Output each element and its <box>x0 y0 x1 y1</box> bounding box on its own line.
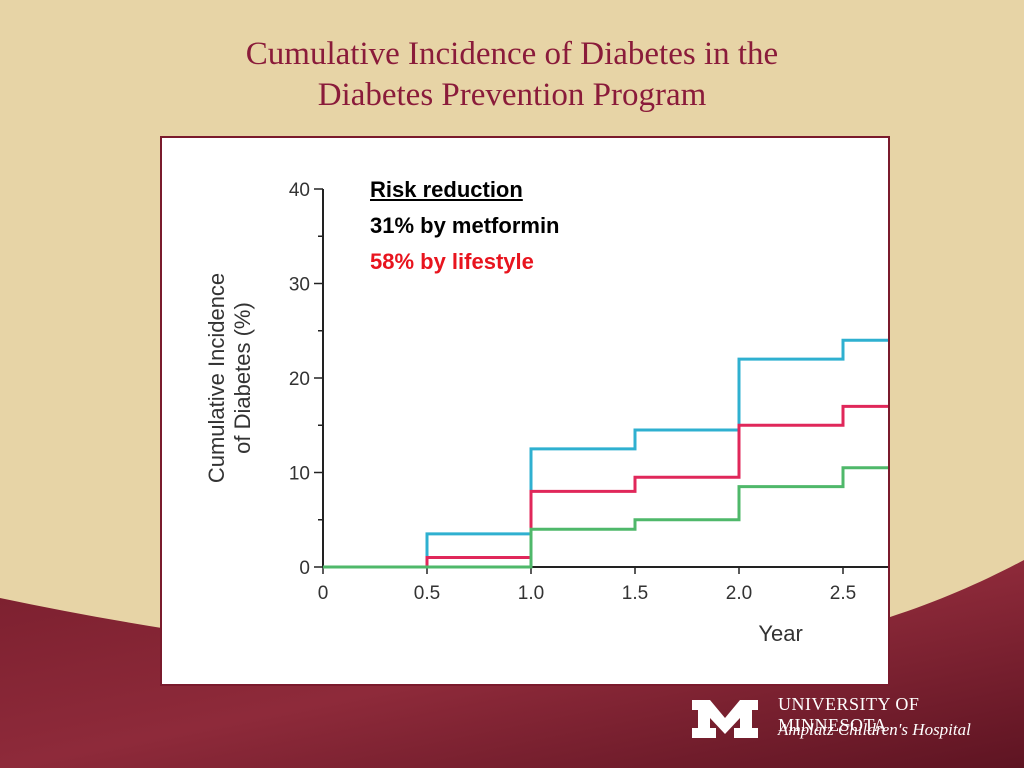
x-tick-label: 1.5 <box>622 583 648 604</box>
series-line-metformin <box>323 404 888 569</box>
y-tick-label: 10 <box>289 464 310 485</box>
university-m-logo-icon <box>692 700 758 738</box>
y-tick-label: 20 <box>289 369 310 390</box>
x-tick-label: 1.0 <box>518 583 544 604</box>
x-tick-label: 2.0 <box>726 583 752 604</box>
series-line-lifestyle <box>323 466 888 569</box>
risk-reduction-annotation: Risk reduction 31% by metformin 58% by l… <box>370 172 560 280</box>
x-tick-label: 2.5 <box>830 583 856 604</box>
risk-reduction-heading: Risk reduction <box>370 177 523 202</box>
y-tick-label: 0 <box>299 558 310 579</box>
chart-panel: 01020304000.51.01.52.02.53.03.54.0YearCu… <box>160 136 890 686</box>
risk-reduction-lifestyle: 58% by lifestyle <box>370 249 534 274</box>
risk-reduction-metformin: 31% by metformin <box>370 213 560 238</box>
hospital-name: Amplatz Children's Hospital <box>778 720 971 739</box>
x-tick-label: 0 <box>318 583 329 604</box>
slide-title-line1: Cumulative Incidence of Diabetes in the <box>245 36 779 72</box>
step-chart: 01020304000.51.01.52.02.53.03.54.0YearCu… <box>204 180 888 646</box>
y-tick-label: 40 <box>289 180 310 201</box>
slide-title-line2: Diabetes Prevention Program <box>317 77 707 113</box>
y-axis-title-line2: of Diabetes (%) <box>230 302 255 454</box>
x-tick-label: 0.5 <box>414 583 440 604</box>
slide-title: Cumulative Incidence of Diabetes in the … <box>0 34 1024 116</box>
x-axis-title: Year <box>758 621 802 646</box>
y-tick-label: 30 <box>289 275 310 296</box>
series-line-placebo <box>323 338 888 569</box>
university-name: UNIVERSITY OF MINNESOTA <box>778 694 920 735</box>
y-axis-title-line1: Cumulative Incidence <box>204 273 229 483</box>
